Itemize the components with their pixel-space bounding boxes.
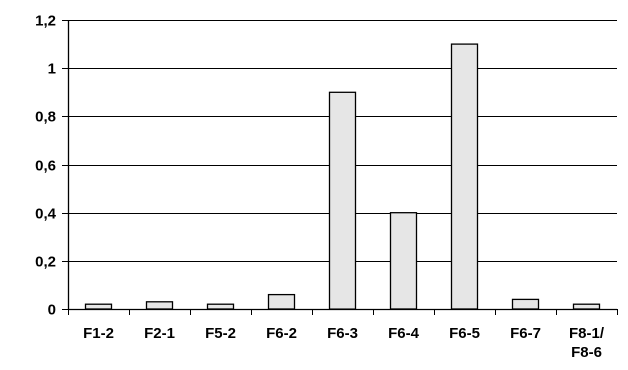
- x-tick-label: F5-2: [205, 325, 236, 342]
- axes: [62, 20, 618, 315]
- x-tick-label: F6-7: [510, 325, 541, 342]
- bar: [328, 91, 357, 310]
- x-tick-label: F6-4: [388, 325, 420, 342]
- y-tick-label: 0,8: [35, 109, 56, 126]
- x-tick-label: F1-2: [83, 325, 114, 342]
- y-tick-label: 0,6: [35, 158, 56, 175]
- tick-labels: 0 0,2 0,4 0,6 0,8 1 1,2 F1-2 F2-1 F5-2 F6-2 F6-3 F6-…: [35, 13, 605, 362]
- bars: [84, 43, 601, 310]
- bar: [145, 301, 174, 310]
- x-tick-label: F6-5: [449, 325, 480, 342]
- bar: [450, 43, 479, 310]
- bar: [511, 298, 540, 310]
- y-tick-label: 0,4: [35, 206, 57, 223]
- y-tick-label: 0,2: [35, 254, 56, 271]
- y-tick-label: 0: [48, 302, 56, 319]
- x-tick-label: F6-3: [327, 325, 358, 342]
- x-tick-label: F2-1: [144, 325, 175, 342]
- y-tick-label: 1,2: [35, 13, 56, 30]
- x-tick-label: F6-2: [266, 325, 297, 342]
- x-tick-label: F8-1/F8-6: [569, 325, 605, 361]
- bar: [389, 212, 418, 310]
- bar: [84, 303, 113, 310]
- bar: [206, 303, 235, 310]
- bar: [572, 303, 601, 310]
- y-tick-label: 1: [48, 61, 56, 78]
- bar: [267, 293, 296, 310]
